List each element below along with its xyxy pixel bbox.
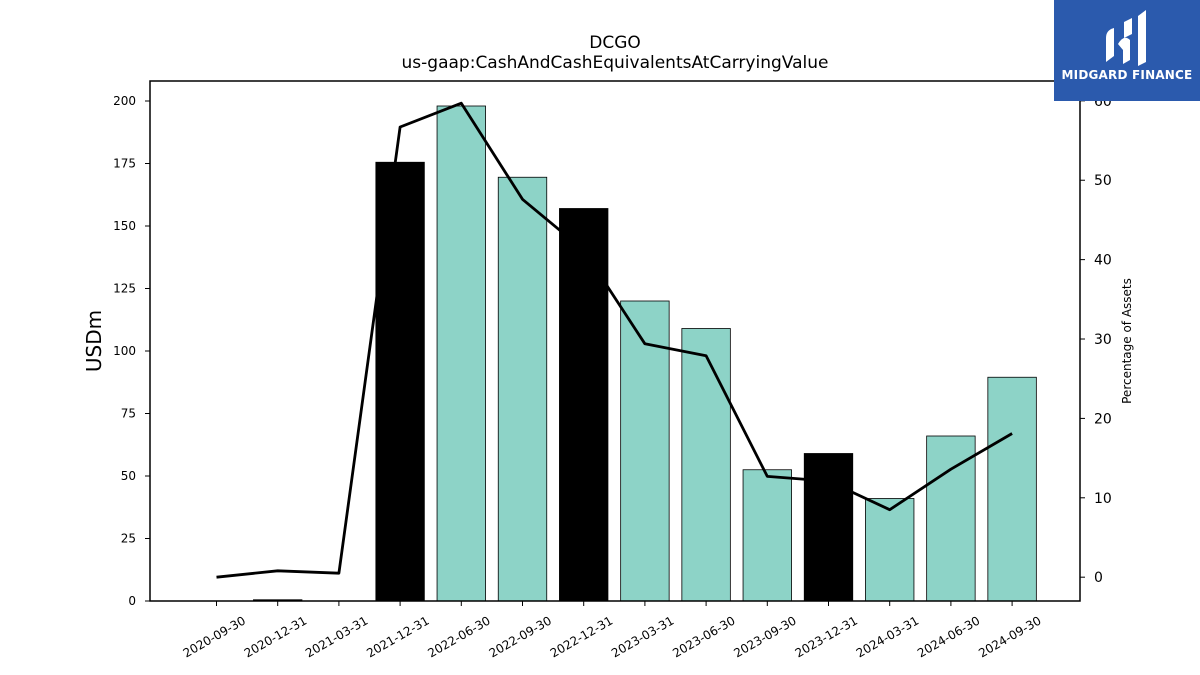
percentage-line [216,101,1013,579]
x-tick-label: 2021-03-31 [303,613,370,660]
y-right-tick-label: 50 [1094,173,1112,189]
y-tick-label: 50 [121,469,136,483]
x-axis: 2020-09-302020-12-312021-03-312021-12-31… [181,601,1044,660]
bar-2023-03-31 [620,300,670,602]
bar-2022-06-30 [436,105,486,602]
x-tick-label: 2022-09-30 [487,613,554,660]
bar-2024-03-31 [865,498,915,602]
x-tick-label: 2021-12-31 [364,613,431,660]
x-tick-label: 2023-12-31 [793,613,860,660]
x-tick-label: 2023-09-30 [731,613,798,660]
midgard-logo-icon [1106,10,1146,66]
bar-2022-12-31 [559,208,609,602]
x-tick-label: 2022-06-30 [425,613,492,660]
y-axis-right-label: Percentage of Assets [1120,278,1134,404]
y-right-tick-label: 40 [1094,253,1112,269]
y-axis-left: 0 25 50 75 100 125 150 175 200 [113,94,150,608]
line-layer [216,101,1013,579]
y-tick-label: 125 [113,282,136,296]
y-axis-label: USDm [82,310,106,372]
x-tick-label: 2024-06-30 [915,613,982,660]
bar-2023-06-30 [681,328,731,602]
chart-title: DCGO [589,33,641,53]
bar-2022-09-30 [497,176,548,602]
midgard-finance-logo: MIDGARD FINANCE [1054,0,1200,101]
y-tick-label: 0 [128,594,136,608]
x-tick-label: 2023-06-30 [670,613,737,660]
y-tick-label: 200 [113,94,136,108]
y-right-tick-label: 30 [1094,332,1112,348]
y-tick-label: 150 [113,219,136,233]
y-tick-label: 175 [113,157,136,171]
bar-2023-09-30 [742,469,792,602]
chart-subtitle: us-gaap:CashAndCashEquivalentsAtCarrying… [402,53,829,73]
bar-2023-12-31 [803,453,854,602]
y-right-tick-label: 20 [1094,411,1112,427]
bar-layer [253,105,1037,602]
y-tick-label: 100 [113,344,136,358]
logo-text: MIDGARD FINANCE [1061,68,1193,82]
x-tick-label: 2022-12-31 [548,613,615,660]
y-right-tick-label: 10 [1094,491,1112,507]
y-right-tick-label: 0 [1094,570,1103,586]
y-tick-label: 25 [121,532,136,546]
plot-frame [149,80,1081,602]
x-tick-label: 2020-09-30 [181,613,248,660]
x-tick-label: 2024-03-31 [854,613,921,660]
x-tick-label: 2020-12-31 [242,613,309,660]
x-tick-label: 2024-09-30 [976,613,1043,660]
x-tick-label: 2023-03-31 [609,613,676,660]
bar-2024-09-30 [987,376,1037,602]
bar-2021-12-31 [375,161,425,602]
y-tick-label: 75 [121,407,136,421]
